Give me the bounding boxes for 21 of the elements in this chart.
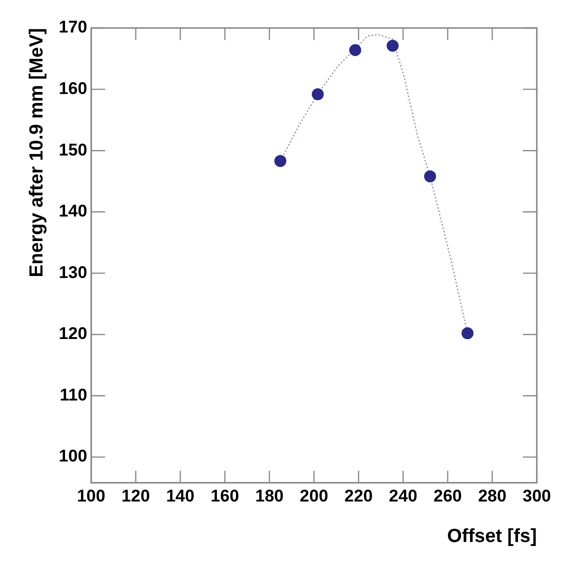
x-tick-label: 100 (76, 486, 106, 506)
x-tick-label: 280 (478, 486, 506, 506)
x-tick-label: 260 (434, 486, 462, 506)
y-tick-label: 150 (58, 140, 88, 160)
y-tick-label: 130 (58, 262, 88, 282)
y-tick-label: 100 (58, 446, 88, 466)
x-tick-label: 180 (255, 486, 284, 506)
x-tick-label: 160 (210, 486, 240, 506)
y-tick-label: 140 (58, 202, 88, 221)
x-tick-label: 120 (122, 486, 150, 506)
x-tick-label: 240 (388, 486, 418, 506)
x-tick-label: 220 (344, 486, 373, 506)
y-tick-label: 120 (58, 324, 88, 344)
x-tick-label: 300 (522, 486, 552, 506)
x-axis-title: Offset [fs] (447, 526, 537, 547)
y-tick-label: 110 (60, 385, 88, 404)
y-tick-label: 170 (58, 18, 88, 37)
y-axis-title: Energy after 10.9 mm [MeV] (26, 28, 48, 278)
x-tick-label: 200 (300, 486, 328, 506)
x-tick-label: 140 (166, 486, 194, 506)
y-tick-label: 160 (58, 78, 88, 98)
